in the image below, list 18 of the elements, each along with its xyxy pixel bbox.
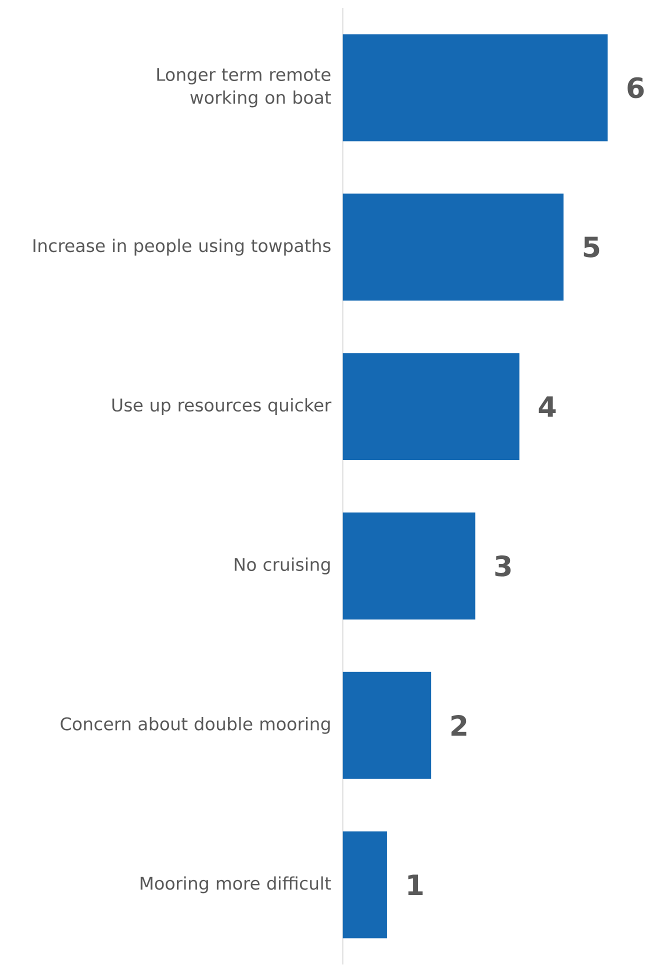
bar [342, 34, 608, 142]
bar [342, 831, 388, 938]
data-label: 6 [628, 77, 644, 98]
data-label: 4 [539, 396, 556, 417]
data-label: 3 [495, 555, 511, 577]
data-label: 5 [584, 236, 600, 258]
bar [342, 353, 520, 460]
bar [342, 194, 564, 301]
y-tick-label: Longer term remote working on boat [157, 68, 332, 108]
y-tick-label: Increase in people using towpaths [34, 238, 331, 256]
bar [342, 512, 476, 620]
y-tick-label: Use up resources quicker [112, 398, 332, 415]
data-label: 1 [408, 874, 423, 895]
y-tick-label: Mooring more difficult [140, 876, 332, 894]
bar [342, 672, 432, 779]
y-tick-label: Concern about double mooring [60, 716, 330, 734]
y-tick-label: No cruising [235, 558, 330, 574]
data-label: 2 [452, 715, 466, 736]
